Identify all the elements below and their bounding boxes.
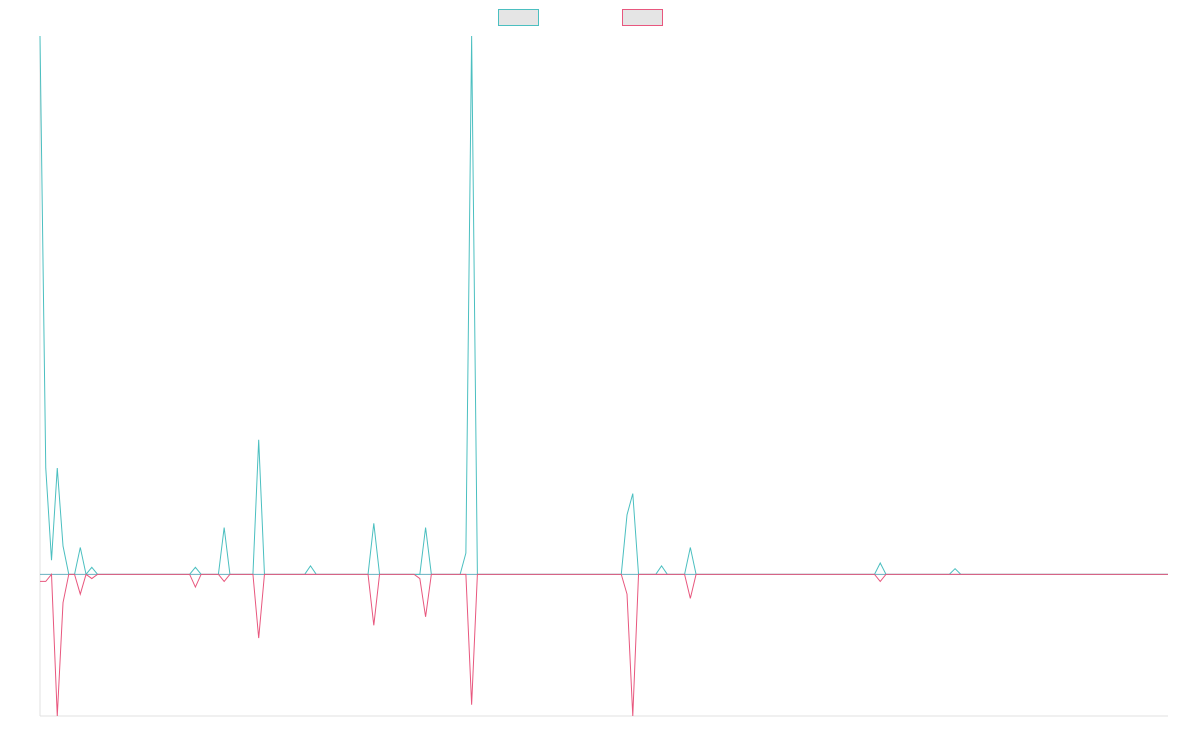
series-line-1 [39, 35, 1168, 576]
series-line-2 [40, 572, 1168, 717]
legend-swatch-1 [498, 9, 539, 26]
legend-item-1[interactable] [498, 9, 539, 26]
legend [498, 9, 663, 26]
legend-item-2[interactable] [622, 9, 663, 26]
legend-swatch-2 [622, 9, 663, 26]
axes [39, 36, 1168, 717]
series-group [39, 35, 1168, 717]
